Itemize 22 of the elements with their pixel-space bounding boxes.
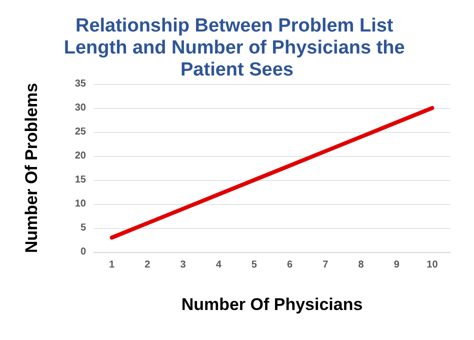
y-tick-label: 0 bbox=[80, 246, 86, 258]
x-tick-label: 10 bbox=[426, 260, 438, 270]
x-tick-label: 8 bbox=[358, 260, 364, 270]
x-tick-label: 6 bbox=[287, 260, 294, 270]
y-tick-label: 20 bbox=[74, 150, 86, 162]
y-tick-label: 15 bbox=[74, 174, 86, 186]
chart-title: Relationship Between Problem List Length and Number of Physicians the Patient Sees bbox=[64, 16, 410, 80]
y-axis-title: Number Of Problems bbox=[22, 82, 41, 254]
y-tick-label: 35 bbox=[74, 78, 86, 90]
y-tick-label: 30 bbox=[74, 102, 86, 114]
x-tick-label: 1 bbox=[109, 260, 116, 270]
y-tick-label: 10 bbox=[74, 198, 86, 210]
x-tick-label: 3 bbox=[180, 260, 186, 270]
x-tick-label: 9 bbox=[394, 260, 400, 270]
y-tick-label: 5 bbox=[80, 222, 86, 234]
y-tick-label: 25 bbox=[74, 126, 86, 138]
x-tick-label: 7 bbox=[322, 260, 329, 270]
x-tick-label: 2 bbox=[144, 260, 151, 270]
x-axis-title: Number Of Physicians bbox=[181, 295, 363, 314]
x-tick-label: 5 bbox=[251, 260, 258, 270]
line-series bbox=[110, 106, 434, 240]
x-tick-label: 4 bbox=[216, 260, 222, 270]
